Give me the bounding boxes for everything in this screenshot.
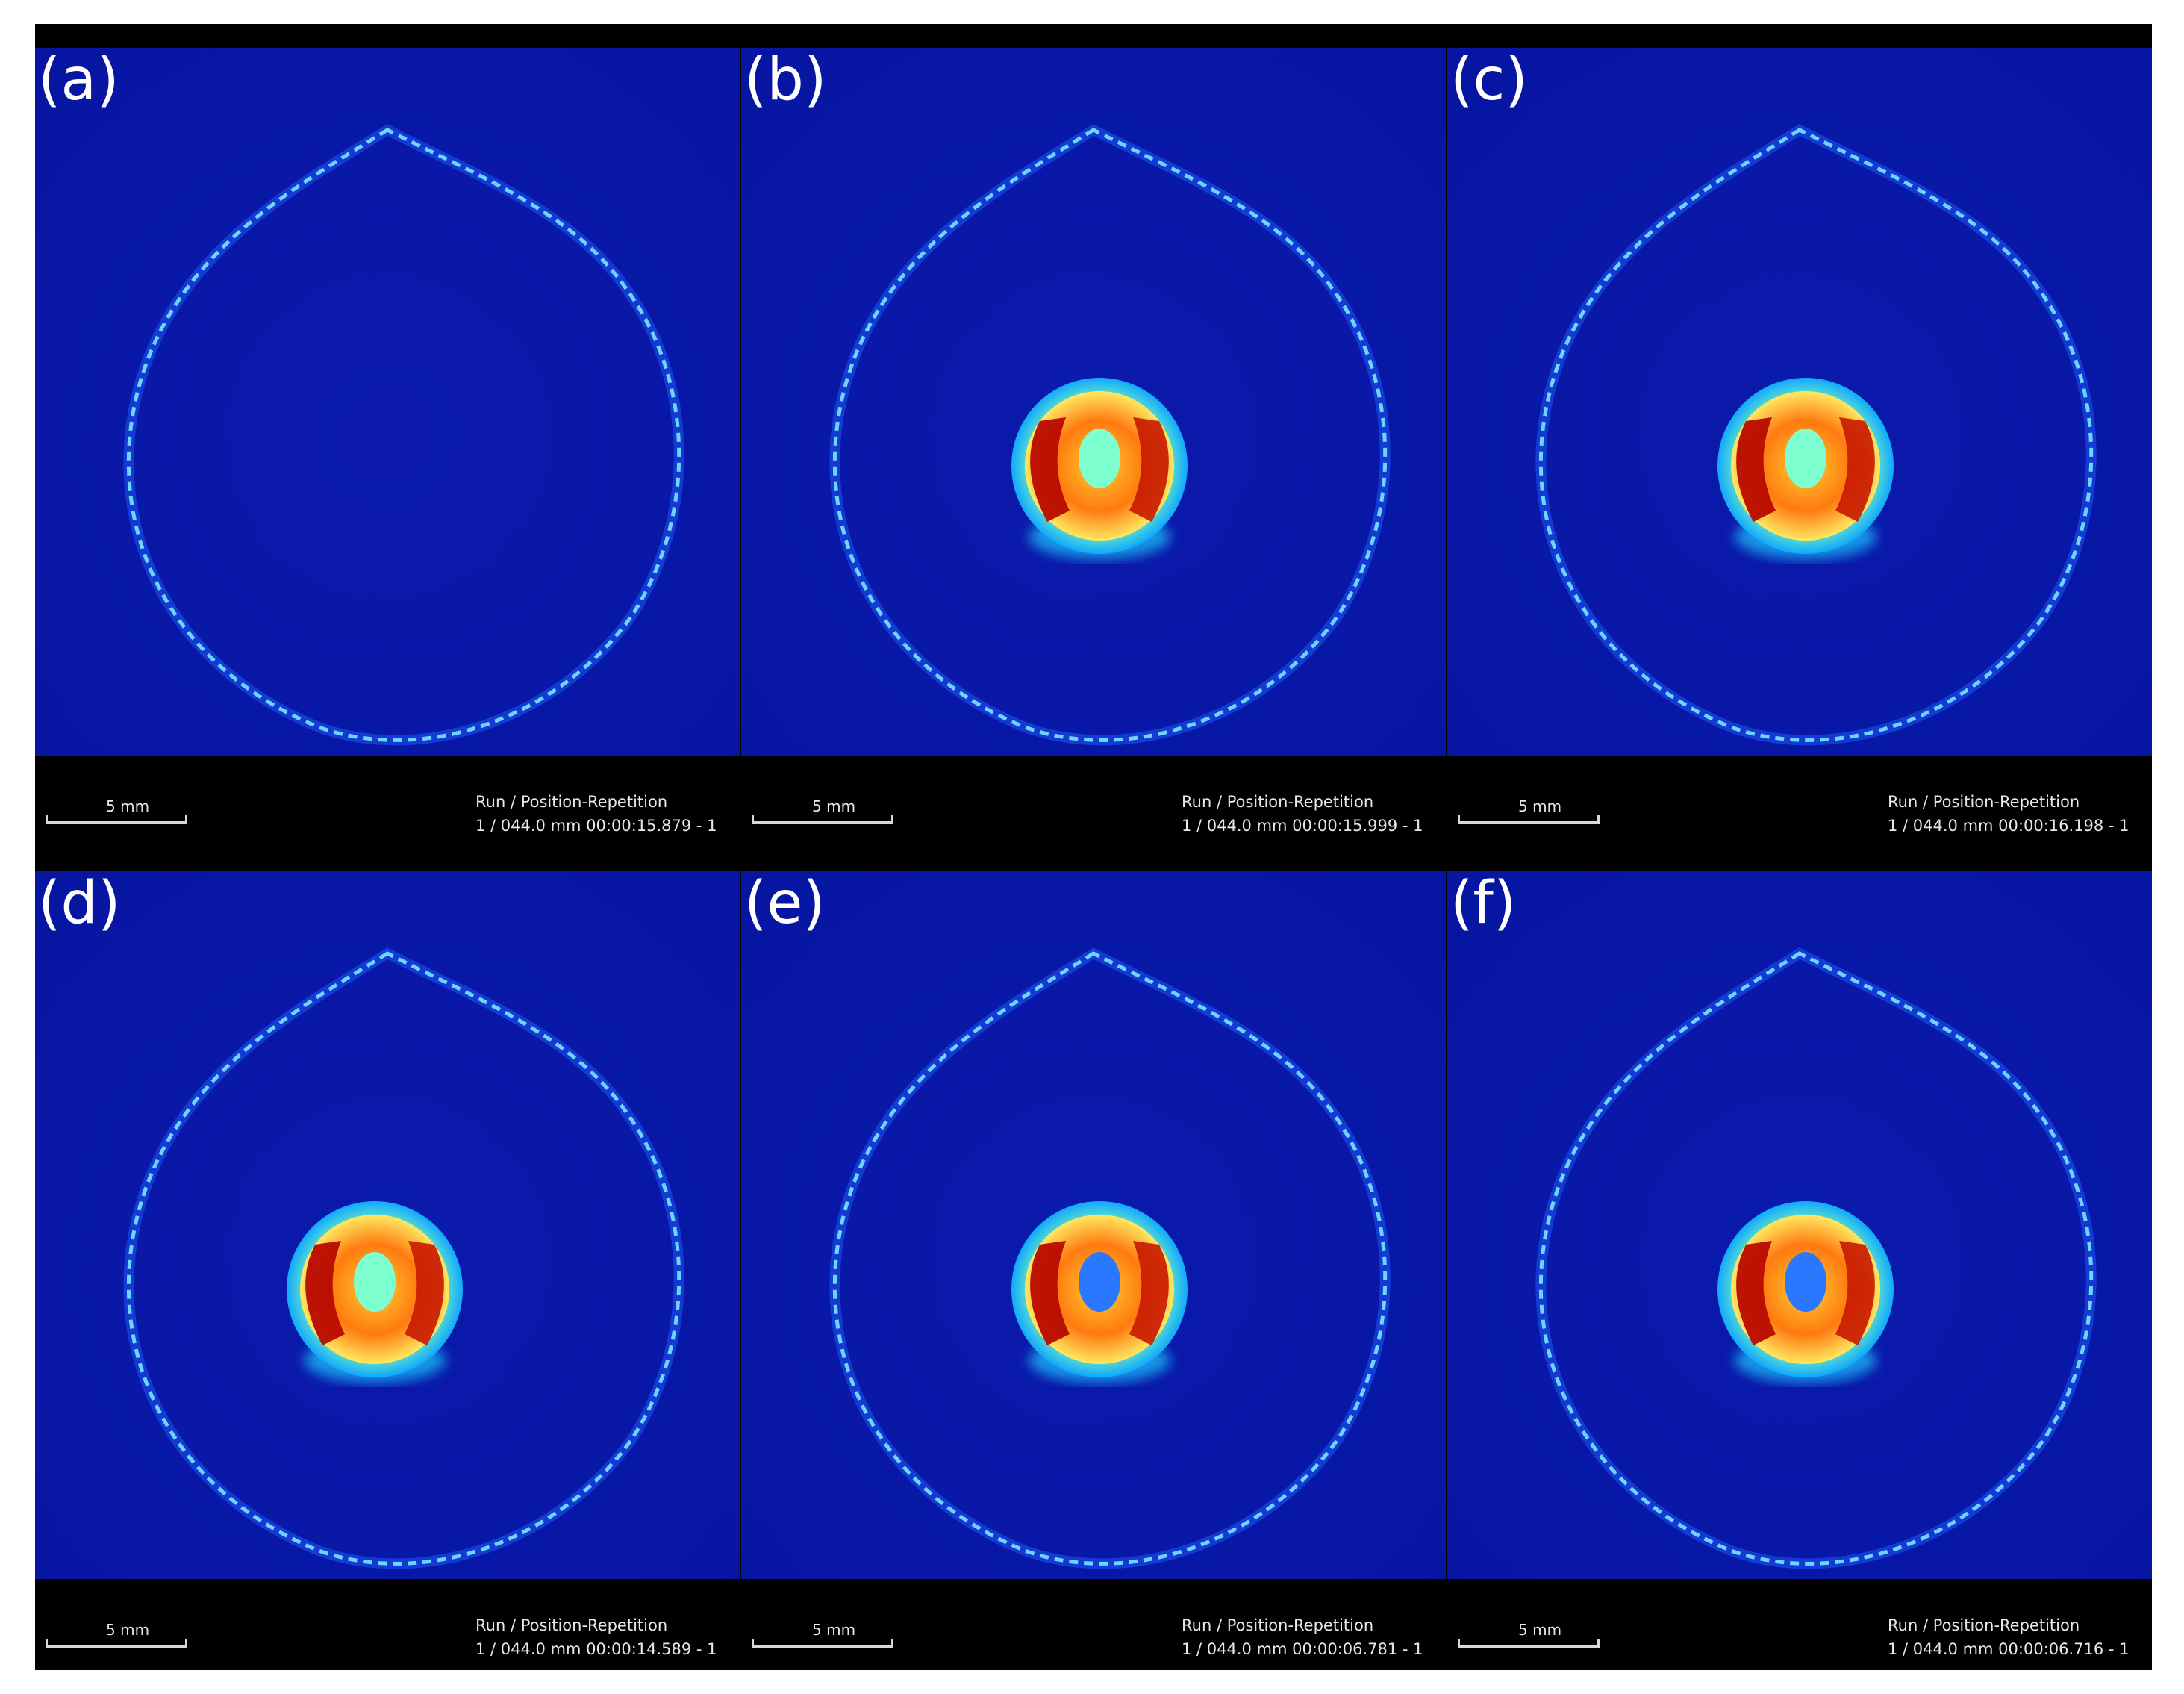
panel-c: (c) 5 mm Run / Position-Repetition 1 / 044.… (1447, 24, 2152, 847)
thermal-image (35, 871, 740, 1579)
thermal-image (35, 48, 740, 756)
info-bar: 5 mm Run / Position-Repetition 1 / 044.0 m… (741, 756, 1446, 847)
panel-f: (f) 5 mm Run / Position-Repetition 1 / 044.… (1447, 847, 2152, 1670)
meta-title: Run / Position-Repetition (1888, 1616, 2080, 1634)
scale-bar-label: 5 mm (106, 797, 150, 815)
meta-title: Run / Position-Repetition (1888, 793, 2080, 811)
scale-bar (46, 815, 48, 824)
panel-label: (f) (1450, 870, 1517, 937)
scale-bar (1597, 1639, 1600, 1648)
info-bar: 5 mm Run / Position-Repetition 1 / 044.0 m… (1447, 1579, 2152, 1670)
scale-bar-label: 5 mm (1518, 1621, 1562, 1639)
scale-bar-label: 5 mm (812, 797, 856, 815)
info-bar: 5 mm Run / Position-Repetition 1 / 044.0 m… (35, 756, 740, 847)
scale-bar (185, 815, 187, 824)
meta-value: 1 / 044.0 mm 00:00:06.716 - 1 (1888, 1640, 2130, 1658)
panel-d: (d) 5 mm Run / Position-Repetition 1 / 044.… (35, 847, 740, 1670)
scale-bar-label: 5 mm (1518, 797, 1562, 815)
scale-bar (891, 1639, 893, 1648)
meta-title: Run / Position-Repetition (475, 1616, 668, 1634)
meta-title: Run / Position-Repetition (475, 793, 668, 811)
panel-label: (c) (1450, 46, 1528, 113)
thermal-image (1447, 871, 2152, 1579)
scale-bar (1597, 815, 1600, 824)
thermal-image (741, 871, 1446, 1579)
scale-bar (752, 815, 754, 824)
scale-bar (46, 1639, 48, 1648)
scale-bar (46, 1645, 187, 1648)
meta-title: Run / Position-Repetition (1182, 793, 1374, 811)
scale-bar-label: 5 mm (812, 1621, 856, 1639)
info-bar: 5 mm Run / Position-Repetition 1 / 044.0 m… (35, 1579, 740, 1670)
panel-label: (a) (38, 46, 119, 113)
scale-bar (1458, 815, 1460, 824)
panel-a: (a) 5 mm Run / Position-Repetition 1 / 044.… (35, 24, 740, 847)
heat-droplet (1011, 1201, 1188, 1383)
info-bar: 5 mm Run / Position-Repetition 1 / 044.0 m… (741, 1579, 1446, 1670)
scale-bar (1458, 821, 1600, 824)
panel-b: (b) 5 mm Run / Position-Repetition 1 / 044.… (741, 24, 1446, 847)
figure: (a) 5 mm Run / Position-Repetition 1 / 044.… (35, 24, 2152, 1670)
scale-bar (752, 821, 893, 824)
thermal-image (741, 48, 1446, 756)
scale-bar (1458, 1645, 1600, 1648)
panel-e: (e) 5 mm Run / Position-Repetition 1 / 044.… (741, 847, 1446, 1670)
scale-bar (185, 1639, 187, 1648)
heat-droplet (1717, 1201, 1894, 1383)
scale-bar (1458, 1639, 1460, 1648)
scale-bar (752, 1639, 754, 1648)
scale-bar-label: 5 mm (106, 1621, 150, 1639)
meta-value: 1 / 044.0 mm 00:00:15.999 - 1 (1182, 817, 1423, 835)
heat-droplet (1717, 378, 1894, 559)
meta-title: Run / Position-Repetition (1182, 1616, 1374, 1634)
meta-value: 1 / 044.0 mm 00:00:15.879 - 1 (475, 817, 717, 835)
heat-droplet (1011, 378, 1188, 559)
heat-droplet (287, 1201, 463, 1383)
meta-value: 1 / 044.0 mm 00:00:14.589 - 1 (475, 1640, 717, 1658)
meta-value: 1 / 044.0 mm 00:00:16.198 - 1 (1888, 817, 2130, 835)
info-bar: 5 mm Run / Position-Repetition 1 / 044.0 m… (1447, 756, 2152, 847)
panel-label: (b) (744, 46, 827, 113)
panel-label: (d) (38, 870, 121, 937)
scale-bar (46, 821, 187, 824)
meta-value: 1 / 044.0 mm 00:00:06.781 - 1 (1182, 1640, 1423, 1658)
thermal-image (1447, 48, 2152, 756)
scale-bar (891, 815, 893, 824)
panel-label: (e) (744, 870, 826, 937)
scale-bar (752, 1645, 893, 1648)
